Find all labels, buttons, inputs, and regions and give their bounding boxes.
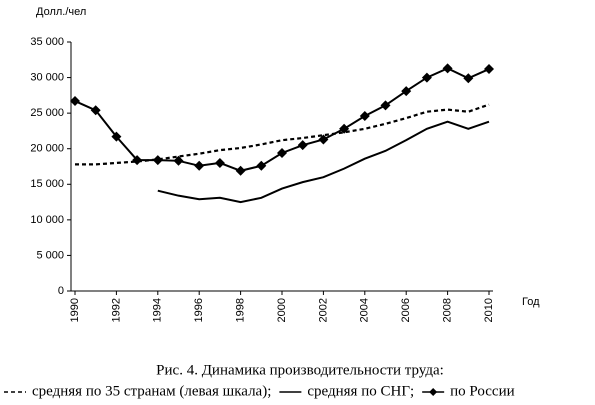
y-tick-label: 20 000 bbox=[30, 143, 64, 155]
x-tick-label: 2002 bbox=[317, 298, 329, 322]
data-point bbox=[214, 157, 225, 168]
series-line bbox=[157, 120, 490, 204]
x-tick-label: 2008 bbox=[442, 298, 454, 322]
data-point bbox=[463, 73, 474, 84]
data-point bbox=[173, 155, 184, 166]
data-point bbox=[401, 86, 412, 97]
data-point bbox=[339, 123, 350, 134]
x-tick-label: 1992 bbox=[110, 298, 122, 322]
data-point bbox=[111, 131, 122, 142]
data-point bbox=[484, 64, 494, 75]
data-point bbox=[380, 100, 391, 111]
y-tick-label: 15 000 bbox=[30, 178, 64, 190]
x-tick-label: 2004 bbox=[359, 298, 371, 322]
y-tick-label: 5 000 bbox=[36, 249, 64, 261]
legend-marker bbox=[429, 388, 438, 396]
legend-label: средняя по 35 странам (левая шкала); bbox=[32, 383, 271, 399]
data-point bbox=[359, 110, 370, 121]
y-axis-label: Долл./чел bbox=[36, 6, 86, 18]
x-tick-label: 1996 bbox=[193, 298, 205, 322]
y-tick-label: 0 bbox=[58, 285, 64, 297]
legend-label: по России bbox=[450, 383, 515, 399]
y-tick-label: 35 000 bbox=[30, 36, 64, 48]
legend-label: средняя по СНГ; bbox=[307, 383, 414, 399]
data-point bbox=[70, 96, 80, 107]
data-point bbox=[235, 165, 246, 176]
data-point bbox=[132, 155, 143, 166]
data-point bbox=[194, 160, 205, 171]
chart-title: Рис. 4. Динамика производительности труд… bbox=[156, 362, 444, 378]
y-tick-label: 30 000 bbox=[30, 71, 64, 83]
data-point bbox=[318, 134, 329, 145]
data-point bbox=[277, 147, 287, 158]
x-tick-label: 2000 bbox=[276, 298, 288, 322]
x-tick-label: 1994 bbox=[152, 298, 164, 322]
x-tick-label: 1998 bbox=[235, 298, 247, 322]
data-point bbox=[256, 160, 267, 171]
data-point bbox=[297, 140, 308, 151]
x-axis-label: Год bbox=[522, 296, 540, 308]
x-tick-label: 1990 bbox=[69, 298, 81, 322]
y-tick-label: 25 000 bbox=[30, 107, 64, 119]
data-point bbox=[152, 155, 163, 166]
x-tick-label: 2006 bbox=[400, 298, 412, 322]
data-point bbox=[442, 63, 453, 74]
data-point bbox=[90, 105, 101, 116]
data-point bbox=[421, 72, 432, 83]
x-tick-label: 2010 bbox=[483, 298, 495, 322]
y-tick-label: 10 000 bbox=[30, 214, 64, 226]
